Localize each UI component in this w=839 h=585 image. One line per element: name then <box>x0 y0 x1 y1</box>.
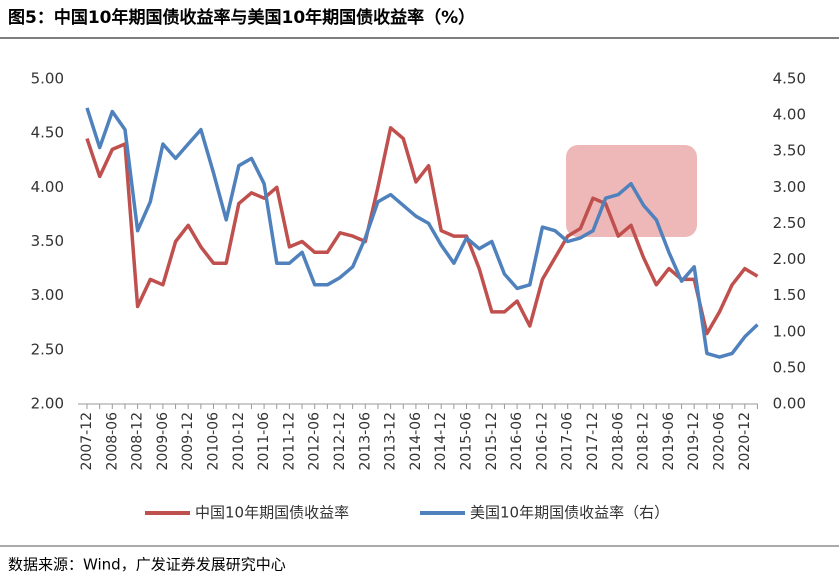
chart-title: 图5：中国10年期国债收益率与美国10年期国债收益率（%） <box>8 7 475 28</box>
x-tick-label: 2018-12 <box>636 412 652 471</box>
y2-tick-label: 4.00 <box>773 106 806 124</box>
x-tick-label: 2016-06 <box>509 412 525 471</box>
highlight-box <box>566 145 697 237</box>
y-tick-label: 3.00 <box>31 286 64 304</box>
y2-tick-label: 2.50 <box>773 214 806 232</box>
y-tick-label: 5.00 <box>31 70 64 88</box>
x-tick-label: 2012-12 <box>332 412 348 471</box>
legend-label: 美国10年期国债收益率（右） <box>470 504 669 522</box>
y-tick-label: 3.50 <box>31 232 64 250</box>
x-tick-label: 2010-12 <box>231 412 247 471</box>
y2-tick-label: 0.00 <box>773 395 806 413</box>
x-tick-label: 2017-06 <box>560 412 576 471</box>
y-tick-label: 2.00 <box>31 395 64 413</box>
y-tick-label: 4.50 <box>31 124 64 142</box>
y-tick-label: 2.50 <box>31 340 64 358</box>
y2-tick-label: 0.50 <box>773 358 806 376</box>
x-tick-label: 2013-06 <box>357 412 373 471</box>
x-tick-label: 2018-06 <box>610 412 626 471</box>
x-tick-label: 2015-12 <box>484 412 500 471</box>
x-tick-label: 2010-06 <box>206 412 222 471</box>
x-tick-label: 2015-06 <box>459 412 475 471</box>
x-tick-label: 2020-12 <box>737 412 753 471</box>
y2-tick-label: 3.00 <box>773 178 806 196</box>
x-tick-label: 2013-12 <box>383 412 399 471</box>
y2-tick-label: 4.50 <box>773 70 806 88</box>
series-line <box>85 126 759 336</box>
x-tick-label: 2009-06 <box>155 412 171 471</box>
y-tick-label: 4.00 <box>31 178 64 196</box>
series-line <box>85 107 759 359</box>
x-tick-label: 2014-12 <box>433 412 449 471</box>
x-tick-label: 2008-12 <box>130 412 146 471</box>
y2-tick-label: 1.00 <box>773 322 806 340</box>
x-tick-label: 2016-12 <box>534 412 550 471</box>
x-tick-label: 2011-12 <box>281 412 297 471</box>
x-tick-label: 2020-06 <box>712 412 728 471</box>
x-tick-label: 2008-06 <box>104 412 120 471</box>
x-tick-label: 2009-12 <box>180 412 196 471</box>
x-tick-label: 2007-12 <box>79 412 95 471</box>
x-tick-label: 2014-06 <box>408 412 424 471</box>
x-tick-label: 2011-06 <box>256 412 272 471</box>
x-tick-label: 2012-06 <box>307 412 323 471</box>
y2-tick-label: 1.50 <box>773 286 806 304</box>
legend-label: 中国10年期国债收益率 <box>195 504 349 522</box>
y2-tick-label: 3.50 <box>773 142 806 160</box>
x-tick-label: 2019-12 <box>686 412 702 471</box>
y2-tick-label: 2.00 <box>773 250 806 268</box>
x-tick-label: 2019-06 <box>661 412 677 471</box>
source-note: 数据来源：Wind，广发证券发展研究中心 <box>8 556 286 574</box>
x-tick-label: 2017-12 <box>585 412 601 471</box>
